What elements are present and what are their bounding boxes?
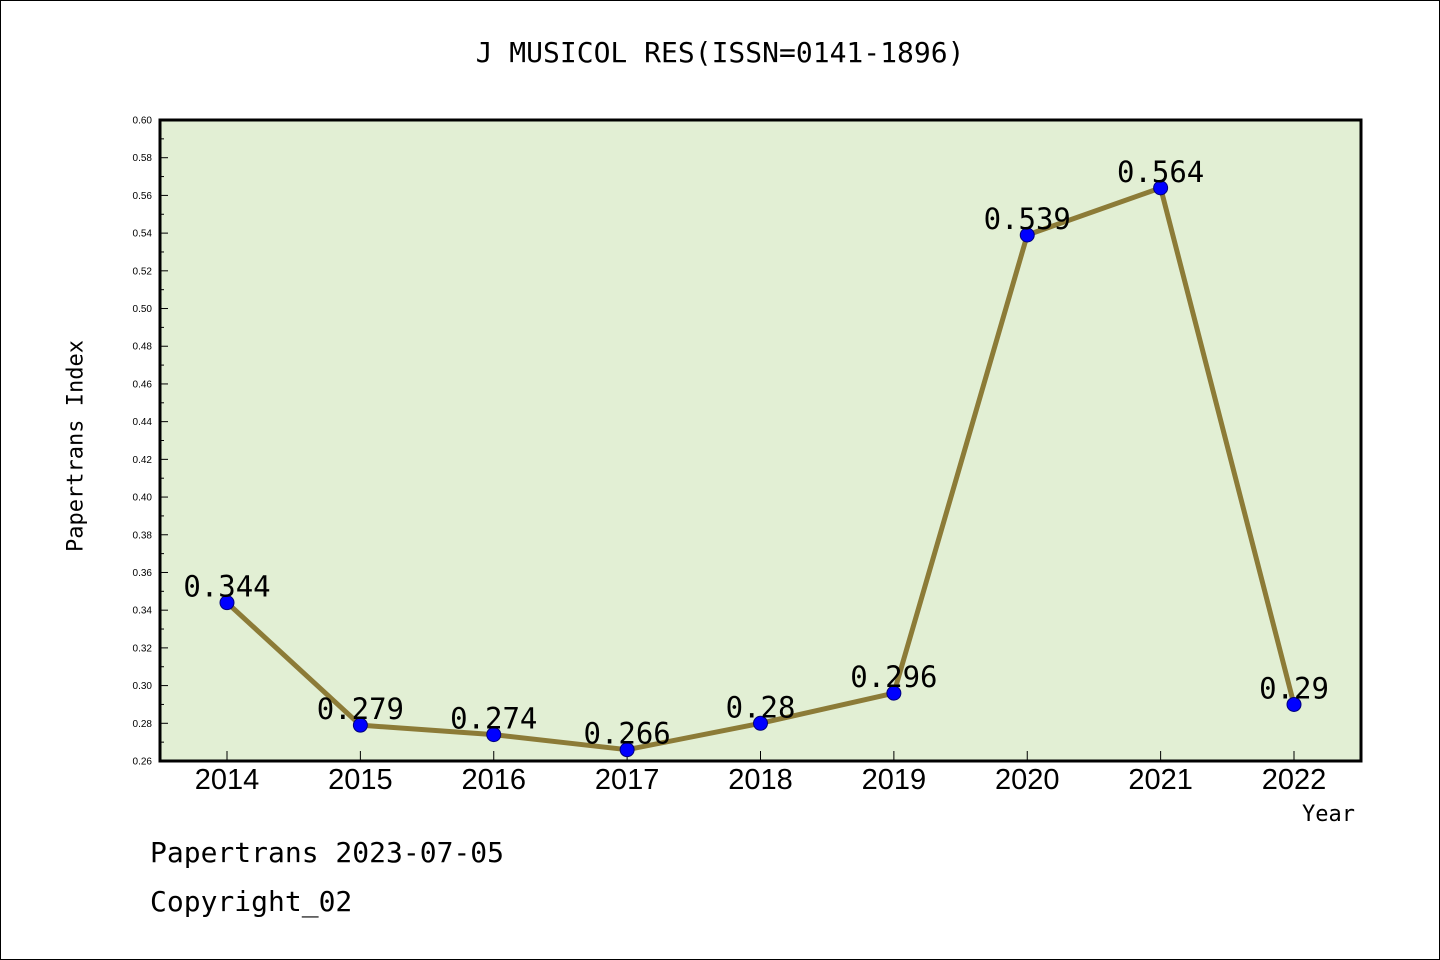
y-tick-label: 0.58 xyxy=(133,153,153,164)
plot-area xyxy=(160,120,1361,761)
y-tick-label: 0.44 xyxy=(133,417,153,428)
data-labels: 0.344 0.279 0.274 0.266 0.28 0.296 0.539 0.564 0… xyxy=(183,155,1329,751)
y-tick-label: 0.34 xyxy=(133,606,153,617)
data-label: 0.296 xyxy=(850,660,937,694)
data-point xyxy=(486,727,502,743)
data-label: 0.274 xyxy=(450,702,537,736)
y-tick-label: 0.38 xyxy=(133,530,153,541)
x-tick-label: 2022 xyxy=(1262,764,1327,796)
y-tick-label: 0.56 xyxy=(133,191,153,202)
data-point xyxy=(1286,696,1302,712)
data-label: 0.539 xyxy=(984,202,1071,236)
x-tick-label: 2017 xyxy=(595,764,660,796)
y-tick-label: 0.40 xyxy=(133,493,153,504)
y-tick-label: 0.26 xyxy=(133,757,153,768)
x-tick-label: 2016 xyxy=(461,764,526,796)
y-tick-label: 0.60 xyxy=(133,116,153,127)
y-tick-label: 0.30 xyxy=(133,681,153,692)
series-markers xyxy=(219,180,1302,758)
data-label: 0.28 xyxy=(726,690,796,724)
data-point xyxy=(753,715,768,731)
data-label: 0.266 xyxy=(583,717,670,751)
y-tick-label: 0.42 xyxy=(133,455,153,466)
data-point xyxy=(619,742,635,758)
data-point xyxy=(886,685,902,701)
x-tick-label: 2015 xyxy=(328,764,393,796)
footer-copyright: Copyright_02 xyxy=(150,885,353,918)
y-axis: 0.26 0.28 0.30 0.32 0.34 0.36 0.38 0.40 0.42 0.44… xyxy=(133,116,168,768)
x-tick-label: 2019 xyxy=(862,764,927,796)
y-tick-label: 0.46 xyxy=(133,379,153,390)
y-tick-label: 0.54 xyxy=(133,229,153,240)
x-tick-label: 2020 xyxy=(995,764,1060,796)
data-label: 0.279 xyxy=(317,692,404,726)
chart-title: J MUSICOL RES(ISSN=0141-1896) xyxy=(475,36,965,69)
y-tick-label: 0.36 xyxy=(133,568,153,579)
x-axis-label: Year xyxy=(1302,802,1355,827)
x-axis: 2014 2015 2016 2017 2018 2019 2020 2021 2022 xyxy=(195,751,1327,796)
y-tick-label: 0.52 xyxy=(133,266,153,277)
data-point xyxy=(219,595,235,611)
plot-border xyxy=(158,118,1363,763)
x-tick-label: 2021 xyxy=(1128,764,1193,796)
data-label: 0.564 xyxy=(1117,155,1204,189)
x-tick-label: 2014 xyxy=(195,764,260,796)
data-point xyxy=(352,717,368,733)
y-tick-label: 0.48 xyxy=(133,342,153,353)
y-tick-label: 0.32 xyxy=(133,643,153,654)
data-point xyxy=(1019,227,1035,243)
data-label: 0.29 xyxy=(1259,671,1329,705)
data-label: 0.344 xyxy=(183,570,270,604)
y-tick-label: 0.50 xyxy=(133,304,153,315)
y-tick-label: 0.28 xyxy=(133,719,153,730)
x-tick-label: 2018 xyxy=(728,764,793,796)
footer-date: Papertrans 2023-07-05 xyxy=(150,836,505,869)
data-point xyxy=(1153,180,1169,196)
